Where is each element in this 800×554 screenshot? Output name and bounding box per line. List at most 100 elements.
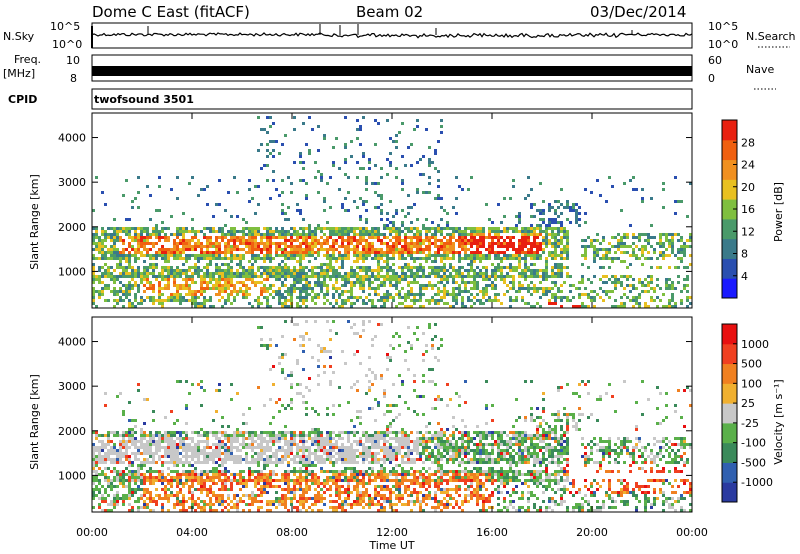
heatmap-cell: [284, 482, 287, 485]
heatmap-cell: [233, 503, 236, 506]
heatmap-cell: [584, 287, 587, 290]
heatmap-cell: [263, 287, 266, 290]
heatmap-cell: [446, 290, 449, 293]
heatmap-cell: [536, 236, 539, 239]
heatmap-cell: [584, 188, 587, 191]
heatmap-cell: [512, 299, 515, 302]
heatmap-cell: [140, 437, 143, 440]
heatmap-cell: [260, 431, 263, 434]
heatmap-cell: [404, 233, 407, 236]
heatmap-cell: [239, 473, 242, 476]
heatmap-cell: [599, 266, 602, 269]
heatmap-cell: [299, 503, 302, 506]
heatmap-cell: [248, 275, 251, 278]
heatmap-cell: [305, 455, 308, 458]
heatmap-cell: [365, 269, 368, 272]
heatmap-cell: [236, 494, 239, 497]
heatmap-cell: [191, 458, 194, 461]
heatmap-cell: [434, 230, 437, 233]
heatmap-cell: [200, 434, 203, 437]
heatmap-cell: [458, 254, 461, 257]
heatmap-cell: [326, 275, 329, 278]
heatmap-cell: [533, 245, 536, 248]
heatmap-cell: [251, 437, 254, 440]
heatmap-cell: [437, 224, 440, 227]
heatmap-cell: [494, 230, 497, 233]
heatmap-cell: [239, 488, 242, 491]
heatmap-cell: [317, 254, 320, 257]
heatmap-cell: [623, 251, 626, 254]
heatmap-cell: [173, 422, 176, 425]
heatmap-cell: [296, 296, 299, 299]
heatmap-cell: [233, 230, 236, 233]
heatmap-cell: [341, 278, 344, 281]
heatmap-cell: [122, 503, 125, 506]
heatmap-cell: [173, 242, 176, 245]
heatmap-cell: [146, 239, 149, 242]
heatmap-cell: [203, 458, 206, 461]
heatmap-cell: [620, 284, 623, 287]
heatmap-cell: [161, 476, 164, 479]
heatmap-cell: [305, 194, 308, 197]
heatmap-cell: [209, 503, 212, 506]
heatmap-cell: [302, 233, 305, 236]
heatmap-cell: [296, 239, 299, 242]
heatmap-cell: [263, 461, 266, 464]
heatmap-cell: [320, 179, 323, 182]
heatmap-cell: [221, 287, 224, 290]
heatmap-cell: [152, 266, 155, 269]
heatmap-cell: [338, 305, 341, 308]
heatmap-cell: [587, 293, 590, 296]
heatmap-cell: [284, 455, 287, 458]
heatmap-cell: [659, 251, 662, 254]
heatmap-cell: [164, 278, 167, 281]
heatmap-cell: [194, 461, 197, 464]
heatmap-cell: [137, 272, 140, 275]
heatmap-cell: [503, 257, 506, 260]
heatmap-cell: [131, 452, 134, 455]
heatmap-cell: [362, 200, 365, 203]
heatmap-cell: [251, 281, 254, 284]
heatmap-cell: [380, 194, 383, 197]
heatmap-cell: [299, 266, 302, 269]
heatmap-cell: [284, 497, 287, 500]
heatmap-cell: [308, 227, 311, 230]
heatmap-cell: [440, 299, 443, 302]
heatmap-cell: [458, 242, 461, 245]
heatmap-cell: [536, 275, 539, 278]
heatmap-cell: [122, 440, 125, 443]
heatmap-cell: [500, 257, 503, 260]
heatmap-cell: [527, 176, 530, 179]
heatmap-cell: [413, 281, 416, 284]
heatmap-cell: [92, 227, 95, 230]
heatmap-cell: [329, 263, 332, 266]
heatmap-cell: [113, 236, 116, 239]
heatmap-cell: [233, 296, 236, 299]
heatmap-cell: [512, 236, 515, 239]
heatmap-cell: [131, 419, 134, 422]
heatmap-cell: [542, 275, 545, 278]
heatmap-cell: [290, 446, 293, 449]
heatmap-cell: [404, 251, 407, 254]
heatmap-cell: [320, 269, 323, 272]
heatmap-cell: [224, 209, 227, 212]
heatmap-cell: [296, 452, 299, 455]
heatmap-cell: [662, 251, 665, 254]
heatmap-cell: [116, 452, 119, 455]
heatmap-cell: [305, 305, 308, 308]
heatmap-cell: [230, 257, 233, 260]
heatmap-cell: [515, 269, 518, 272]
heatmap-cell: [104, 434, 107, 437]
heatmap-cell: [524, 197, 527, 200]
heatmap-cell: [359, 167, 362, 170]
heatmap-cell: [113, 467, 116, 470]
heatmap-cell: [485, 269, 488, 272]
heatmap-cell: [311, 461, 314, 464]
heatmap-cell: [248, 179, 251, 182]
heatmap-cell: [425, 248, 428, 251]
heatmap-cell: [596, 251, 599, 254]
heatmap-cell: [251, 440, 254, 443]
heatmap-cell: [353, 227, 356, 230]
heatmap-cell: [302, 290, 305, 293]
heatmap-cell: [185, 434, 188, 437]
